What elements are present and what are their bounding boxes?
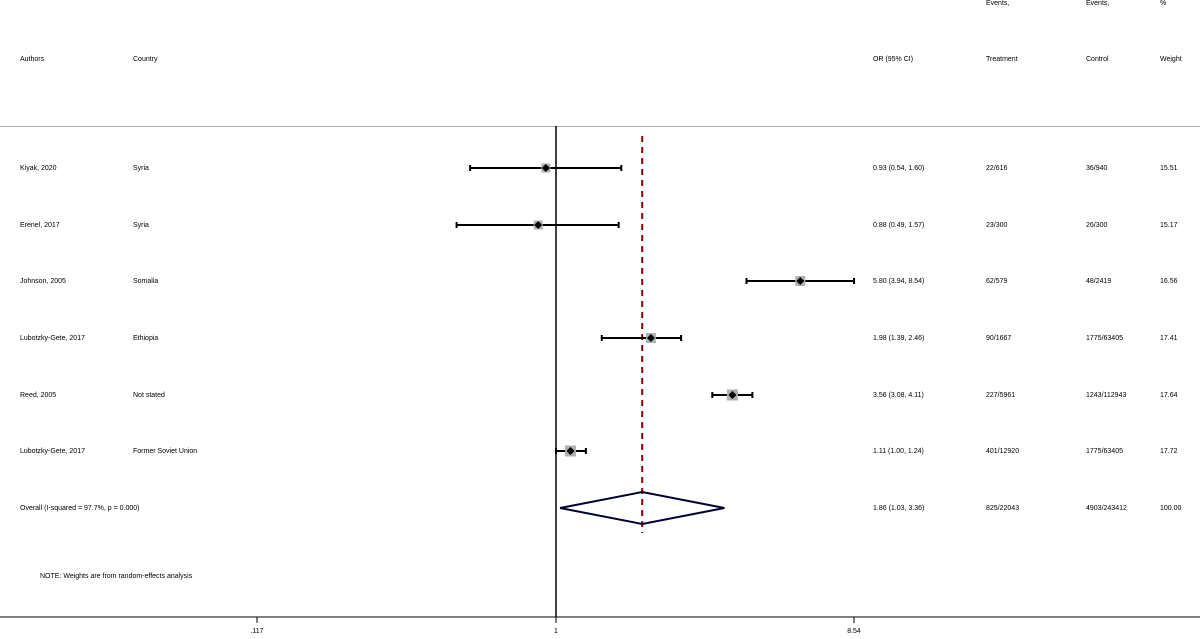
x-tick-label: 1 (554, 628, 558, 635)
weights-note: NOTE: Weights are from random-effects an… (40, 573, 192, 580)
overall-diamond (560, 492, 724, 524)
forest-plot-svg: .117 1 8.54 (0, 0, 1200, 639)
x-tick-label: 8.54 (847, 628, 861, 635)
x-tick-label: .117 (250, 628, 263, 635)
